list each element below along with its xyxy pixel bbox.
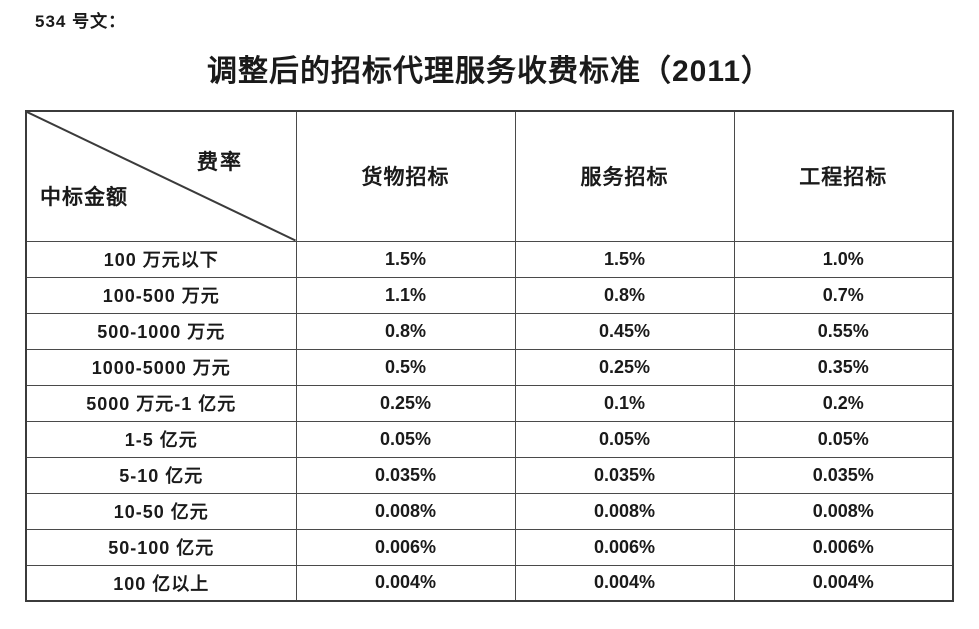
fee-table-body: 100 万元以下 1.5% 1.5% 1.0% 100-500 万元 1.1% 0.8% 0.…: [25, 240, 954, 602]
table-row: 100-500 万元 1.1% 0.8% 0.7%: [25, 276, 954, 314]
row-label-amount-range: 1-5 亿元: [25, 420, 297, 458]
corner-label-bid-amount: 中标金额: [40, 186, 128, 209]
doc-number: 534 号文：: [35, 12, 127, 31]
fee-rate-value: 0.05%: [514, 420, 735, 458]
fee-rate-value: 1.0%: [733, 240, 954, 278]
fee-rate-value: 0.8%: [295, 312, 516, 350]
row-label-amount-range: 5000 万元-1 亿元: [25, 384, 297, 422]
row-label-amount-range: 100 万元以下: [25, 240, 297, 278]
corner-label-fee-rate: 费率: [197, 151, 243, 174]
page-title: 调整后的招标代理服务收费标准（2011）: [206, 55, 773, 88]
row-label-amount-range: 100-500 万元: [25, 276, 297, 314]
fee-rate-value: 0.006%: [295, 528, 516, 566]
column-header-service-tender: 服务招标: [514, 110, 735, 242]
fee-table: 费率 中标金额 货物招标 服务招标 工程招标 100 万元以下 1.5% 1.5% 1…: [25, 110, 954, 602]
fee-rate-value: 0.004%: [733, 564, 954, 602]
header-row: 费率 中标金额 货物招标 服务招标 工程招标: [25, 110, 954, 242]
fee-rate-value: 0.05%: [295, 420, 516, 458]
fee-rate-value: 0.1%: [514, 384, 735, 422]
fee-rate-value: 0.035%: [514, 456, 735, 494]
fee-rate-value: 0.008%: [733, 492, 954, 530]
fee-rate-value: 0.004%: [514, 564, 735, 602]
row-label-amount-range: 100 亿以上: [25, 564, 297, 602]
fee-rate-value: 0.45%: [514, 312, 735, 350]
fee-rate-value: 0.8%: [514, 276, 735, 314]
table-row: 5000 万元-1 亿元 0.25% 0.1% 0.2%: [25, 384, 954, 422]
fee-rate-value: 0.35%: [733, 348, 954, 386]
table-row: 100 亿以上 0.004% 0.004% 0.004%: [25, 564, 954, 602]
row-label-amount-range: 10-50 亿元: [25, 492, 297, 530]
fee-rate-value: 0.008%: [514, 492, 735, 530]
table-row: 500-1000 万元 0.8% 0.45% 0.55%: [25, 312, 954, 350]
column-header-goods-tender: 货物招标: [295, 110, 516, 242]
table-row: 100 万元以下 1.5% 1.5% 1.0%: [25, 240, 954, 278]
fee-rate-value: 0.55%: [733, 312, 954, 350]
fee-rate-value: 0.006%: [733, 528, 954, 566]
fee-rate-value: 0.004%: [295, 564, 516, 602]
fee-rate-value: 0.25%: [295, 384, 516, 422]
row-label-amount-range: 1000-5000 万元: [25, 348, 297, 386]
fee-rate-value: 0.25%: [514, 348, 735, 386]
table-row: 1-5 亿元 0.05% 0.05% 0.05%: [25, 420, 954, 458]
column-header-engineering-tender: 工程招标: [733, 110, 954, 242]
fee-rate-value: 0.7%: [733, 276, 954, 314]
diagonal-divider-line: [27, 112, 296, 241]
table-row: 5-10 亿元 0.035% 0.035% 0.035%: [25, 456, 954, 494]
row-label-amount-range: 5-10 亿元: [25, 456, 297, 494]
table-row: 10-50 亿元 0.008% 0.008% 0.008%: [25, 492, 954, 530]
row-label-amount-range: 500-1000 万元: [25, 312, 297, 350]
corner-header-cell: 费率 中标金额: [25, 110, 297, 242]
fee-rate-value: 0.2%: [733, 384, 954, 422]
fee-rate-value: 1.1%: [295, 276, 516, 314]
fee-rate-value: 0.05%: [733, 420, 954, 458]
fee-rate-value: 0.035%: [733, 456, 954, 494]
fee-rate-value: 1.5%: [295, 240, 516, 278]
fee-rate-value: 0.035%: [295, 456, 516, 494]
table-row: 50-100 亿元 0.006% 0.006% 0.006%: [25, 528, 954, 566]
row-label-amount-range: 50-100 亿元: [25, 528, 297, 566]
table-row: 1000-5000 万元 0.5% 0.25% 0.35%: [25, 348, 954, 386]
fee-rate-value: 0.006%: [514, 528, 735, 566]
fee-rate-value: 1.5%: [514, 240, 735, 278]
fee-rate-value: 0.008%: [295, 492, 516, 530]
fee-rate-value: 0.5%: [295, 348, 516, 386]
